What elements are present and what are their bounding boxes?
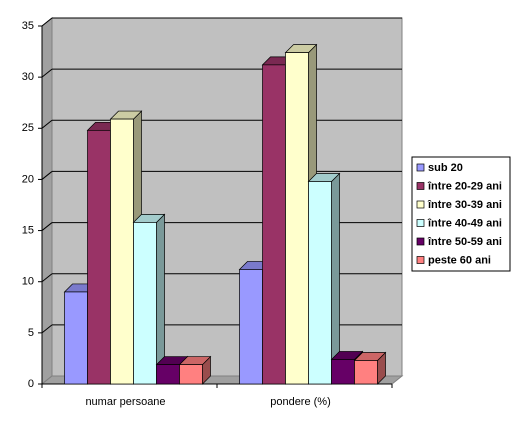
bar [87, 129, 111, 385]
bar [354, 360, 378, 385]
bar [331, 359, 355, 385]
bar [285, 52, 309, 385]
y-tick-label: 10 [22, 276, 34, 288]
legend-swatch [416, 163, 425, 172]
bars [63, 43, 387, 385]
x-tick-label: pondere (%) [270, 396, 331, 408]
y-tick-label: 15 [22, 224, 34, 236]
legend-swatch [416, 182, 425, 190]
y-tick-label: 20 [22, 173, 34, 185]
bar [179, 364, 203, 385]
legend-entries: sub 20 între 20-29 ani între 30-39 ani într… [416, 162, 502, 266]
legend-swatch [416, 256, 425, 264]
bar [110, 118, 134, 385]
grid-line-side [41, 171, 53, 180]
grid-line-side [41, 273, 53, 283]
bar [156, 364, 180, 385]
legend-label: între 20-29 ani [427, 180, 502, 192]
y-tick-label: 0 [28, 378, 34, 390]
bar [308, 181, 332, 385]
legend-swatch [416, 219, 425, 227]
legend-label: între 40-49 ani [427, 217, 502, 229]
grid-line-side [41, 119, 53, 129]
legend-swatch [416, 237, 425, 246]
legend [411, 156, 511, 272]
y-tick-label: 35 [22, 20, 34, 32]
legend-label: sub 20 [428, 162, 463, 174]
legend-swatch [416, 200, 425, 209]
bar [133, 222, 157, 385]
legend-label: între 30-39 ani [427, 199, 502, 211]
x-tick-label: numar persoane [85, 396, 165, 408]
bar [64, 291, 88, 385]
y-tick-label: 25 [22, 122, 34, 134]
grid-line-side [41, 324, 53, 334]
grid-line-side [41, 17, 53, 27]
y-tick-label: 5 [28, 327, 34, 339]
bar [239, 269, 263, 385]
grid-line-side [41, 68, 53, 78]
grid-line-side [41, 222, 53, 231]
legend-label: peste 60 ani [428, 254, 491, 266]
bar [262, 64, 286, 385]
legend-label: între 50-59 ani [427, 236, 502, 248]
y-tick-label: 30 [22, 71, 34, 83]
